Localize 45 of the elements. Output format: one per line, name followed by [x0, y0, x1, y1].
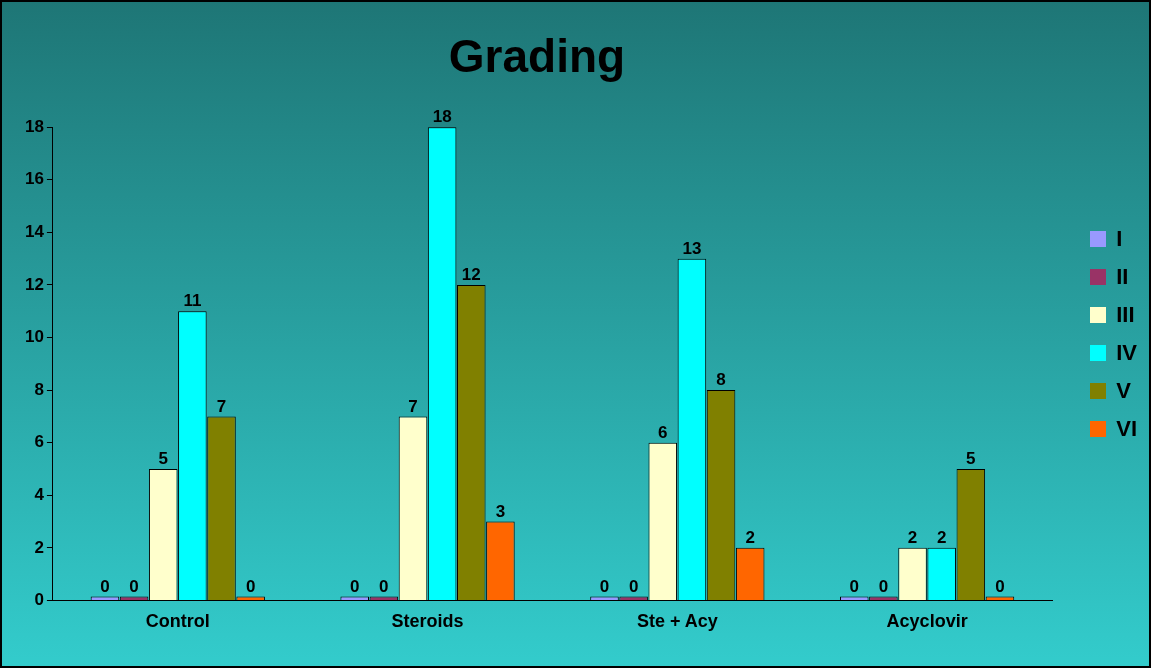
legend-label: III [1116, 302, 1135, 328]
legend-label: V [1116, 378, 1131, 404]
y-tick-label: 0 [34, 590, 44, 610]
y-tick-label: 14 [24, 222, 45, 242]
y-tick-label: 6 [34, 432, 44, 452]
data-label: 0 [599, 576, 610, 596]
data-label: 0 [349, 576, 360, 596]
data-label: 2 [745, 528, 755, 548]
y-tick-label: 4 [34, 484, 45, 504]
y-tick-label: 12 [24, 274, 44, 294]
data-label: 7 [216, 396, 227, 416]
data-label: 8 [716, 370, 726, 390]
y-tick-label: 10 [24, 327, 44, 347]
x-tick-label: Acyclovir [886, 611, 968, 632]
data-label: 5 [966, 449, 976, 469]
data-label: 13 [682, 238, 702, 258]
legend-label: I [1116, 226, 1123, 252]
data-label: 11 [183, 291, 202, 311]
data-label: 18 [432, 107, 452, 127]
x-tick-label: Ste + Acy [636, 611, 718, 632]
legend-label: II [1116, 264, 1129, 290]
data-label: 7 [408, 396, 418, 416]
data-label: 6 [658, 422, 668, 442]
data-label: 3 [495, 501, 506, 521]
data-label: 0 [100, 576, 110, 596]
data-label: 0 [849, 576, 859, 596]
y-tick-label: 8 [34, 379, 44, 399]
data-label: 0 [129, 576, 139, 596]
data-label: 0 [878, 576, 889, 596]
legend-label: IV [1116, 340, 1137, 366]
data-label: 0 [628, 576, 639, 596]
data-label: 0 [995, 576, 1005, 596]
data-label: 0 [245, 576, 256, 596]
data-label: 0 [379, 576, 389, 596]
data-label: 2 [936, 528, 947, 548]
x-tick-label: Steroids [391, 611, 464, 632]
y-tick-label: 16 [24, 169, 44, 189]
data-label: 5 [158, 449, 168, 469]
chart-title: Grading [448, 30, 626, 83]
y-tick-label: 2 [34, 537, 44, 557]
y-tick-label: 18 [24, 116, 44, 136]
data-label: 2 [907, 528, 918, 548]
data-label: 12 [461, 265, 481, 285]
legend-label: VI [1116, 416, 1137, 442]
x-tick-label: Control [145, 611, 210, 632]
